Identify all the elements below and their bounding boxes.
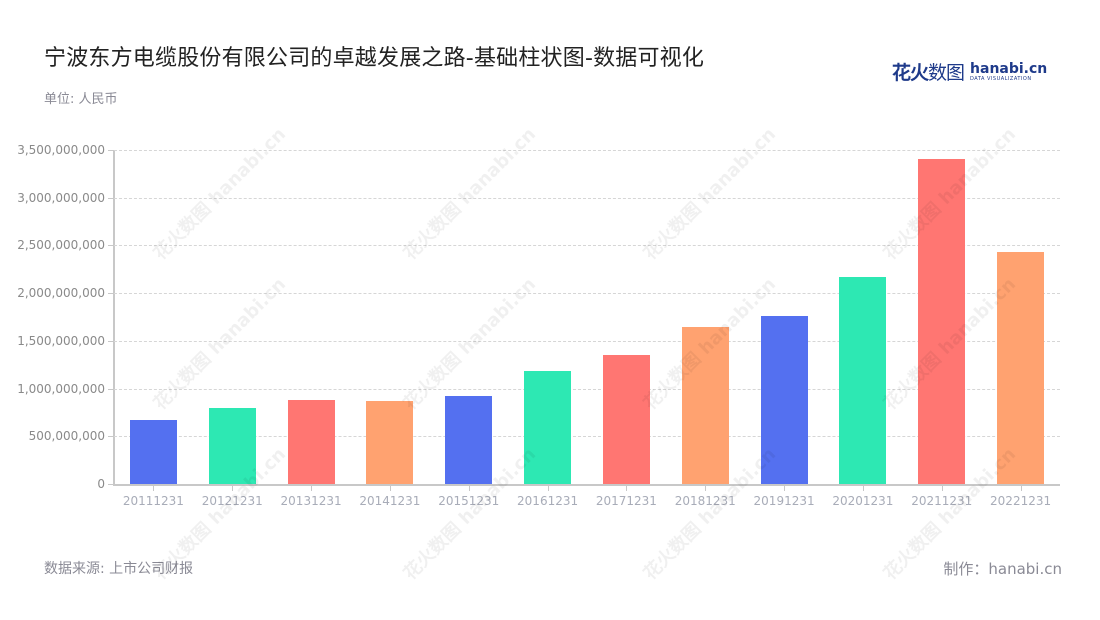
x-tick-label: 20121231 bbox=[201, 494, 263, 508]
y-tick-label: 500,000,000 bbox=[28, 429, 105, 444]
x-tick-label: 20211231 bbox=[911, 494, 973, 508]
y-tick-label: 0 bbox=[97, 477, 105, 491]
x-tick-label: 20131231 bbox=[280, 494, 342, 508]
chart-title: 宁波东方电缆股份有限公司的卓越发展之路-基础柱状图-数据可视化 bbox=[44, 46, 705, 71]
logo-en-main: hanabi.cn bbox=[970, 60, 1048, 77]
y-tick-mark bbox=[108, 484, 114, 485]
x-tick-label: 20181231 bbox=[674, 494, 736, 508]
gridline bbox=[114, 388, 1060, 390]
y-tick-mark bbox=[108, 245, 114, 247]
bar-20191231 bbox=[760, 316, 808, 484]
y-tick-label: 3,500,000,000 bbox=[17, 143, 105, 157]
x-tick-label: 20161231 bbox=[517, 494, 579, 508]
bar-20151231 bbox=[445, 395, 493, 484]
gridline bbox=[114, 197, 1060, 199]
y-tick-mark bbox=[108, 150, 114, 151]
maker-credit: 制作：hanabi.cn bbox=[943, 560, 1062, 578]
x-tick-label: 20111231 bbox=[122, 494, 184, 508]
logo-cn-bold: 花火 bbox=[892, 62, 929, 84]
y-tick-mark bbox=[108, 197, 114, 199]
y-tick-mark bbox=[108, 436, 114, 438]
y-axis-line bbox=[113, 150, 115, 485]
brand-logo: 花火数图 hanabi.cn DATA VISUALIZATION bbox=[892, 58, 1047, 85]
logo-cn-light: 数图 bbox=[928, 62, 965, 84]
bar-20121231 bbox=[208, 408, 256, 484]
y-tick-mark bbox=[108, 293, 114, 295]
x-tick-label: 20151231 bbox=[438, 494, 500, 508]
y-tick-label: 1,000,000,000 bbox=[17, 381, 105, 396]
y-tick-label: 2,000,000,000 bbox=[17, 286, 105, 301]
x-tick-mark bbox=[311, 486, 313, 491]
x-tick-label: 20201231 bbox=[832, 494, 894, 508]
gridline bbox=[114, 340, 1060, 342]
x-tick-label: 20221231 bbox=[990, 494, 1052, 508]
data-source: 数据来源: 上市公司财报 bbox=[44, 561, 194, 577]
x-tick-mark bbox=[626, 486, 628, 491]
bar-20211231 bbox=[918, 158, 966, 484]
y-tick-label: 2,500,000,000 bbox=[17, 238, 105, 253]
bar-20201231 bbox=[839, 277, 887, 484]
bar-20141231 bbox=[366, 401, 414, 484]
bar-20181231 bbox=[681, 327, 729, 484]
bar-20161231 bbox=[524, 371, 572, 484]
logo-cn: 花火数图 bbox=[892, 58, 965, 85]
x-tick-mark bbox=[705, 486, 707, 491]
x-tick-label: 20141231 bbox=[359, 494, 421, 508]
x-tick-label: 20191231 bbox=[753, 494, 815, 508]
x-tick-mark bbox=[389, 486, 391, 491]
logo-en-sub: DATA VISUALIZATION bbox=[970, 75, 1032, 82]
x-tick-mark bbox=[862, 486, 864, 491]
x-tick-mark bbox=[153, 486, 155, 491]
x-tick-mark bbox=[1020, 486, 1022, 491]
bar-20171231 bbox=[602, 355, 650, 484]
y-tick-mark bbox=[108, 340, 114, 342]
unit-label: 单位: 人民币 bbox=[44, 92, 118, 107]
y-tick-label: 1,500,000,000 bbox=[17, 333, 105, 348]
x-axis-line bbox=[113, 484, 1060, 486]
y-tick-label: 3,000,000,000 bbox=[17, 190, 105, 205]
gridline bbox=[114, 150, 1060, 151]
x-tick-mark bbox=[941, 486, 943, 491]
gridline bbox=[114, 293, 1060, 295]
bar-20131231 bbox=[287, 400, 335, 484]
x-tick-mark bbox=[232, 486, 234, 491]
y-tick-mark bbox=[108, 388, 114, 390]
x-tick-label: 20171231 bbox=[595, 494, 657, 508]
bar-20111231 bbox=[129, 420, 177, 484]
bar-20221231 bbox=[997, 252, 1045, 484]
gridline bbox=[114, 436, 1060, 438]
x-tick-mark bbox=[784, 486, 786, 491]
x-tick-mark bbox=[468, 486, 470, 491]
gridline bbox=[114, 245, 1060, 247]
logo-en: hanabi.cn DATA VISUALIZATION bbox=[970, 62, 1047, 82]
x-tick-mark bbox=[547, 486, 549, 491]
